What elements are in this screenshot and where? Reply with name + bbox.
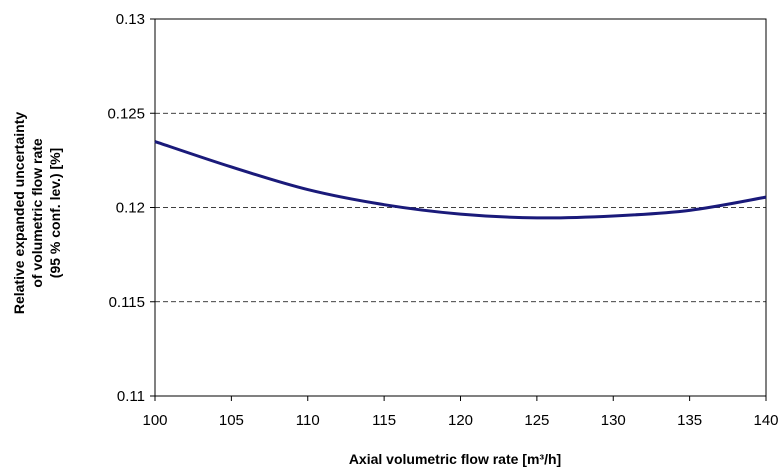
y-tick-label: 0.115 (109, 294, 145, 311)
x-tick-label: 135 (677, 412, 702, 429)
x-tick-label: 105 (219, 412, 244, 429)
y-tick-label: 0.11 (117, 388, 145, 405)
x-tick-label: 140 (753, 412, 778, 429)
y-axis-label: Relative expanded uncertainty of volumet… (11, 112, 63, 315)
x-tick-label: 110 (296, 412, 320, 429)
y-tick-label: 0.125 (107, 105, 145, 122)
x-tick-label: 125 (524, 412, 549, 429)
y-axis-label-line-1: Relative expanded uncertainty (11, 112, 27, 315)
y-tick-label: 0.13 (116, 11, 145, 28)
gridlines (155, 112, 766, 303)
y-axis-label-line-2: of volumetric flow rate (29, 138, 45, 288)
x-axis: 100 105 110 115 120 125 130 135 140 (142, 396, 779, 429)
y-axis: 0.11 0.115 0.12 0.125 0.13 (107, 11, 155, 405)
y-axis-label-line-3: (95 % conf. lev.) [%] (47, 148, 63, 278)
x-axis-label: Axial volumetric flow rate [m³/h] (349, 451, 561, 467)
x-tick-label: 120 (448, 412, 473, 429)
y-tick-label: 0.12 (116, 200, 145, 217)
x-tick-label: 100 (142, 412, 167, 429)
x-tick-label: 115 (372, 412, 396, 429)
series-line (154, 140, 767, 220)
x-tick-label: 130 (601, 412, 626, 429)
